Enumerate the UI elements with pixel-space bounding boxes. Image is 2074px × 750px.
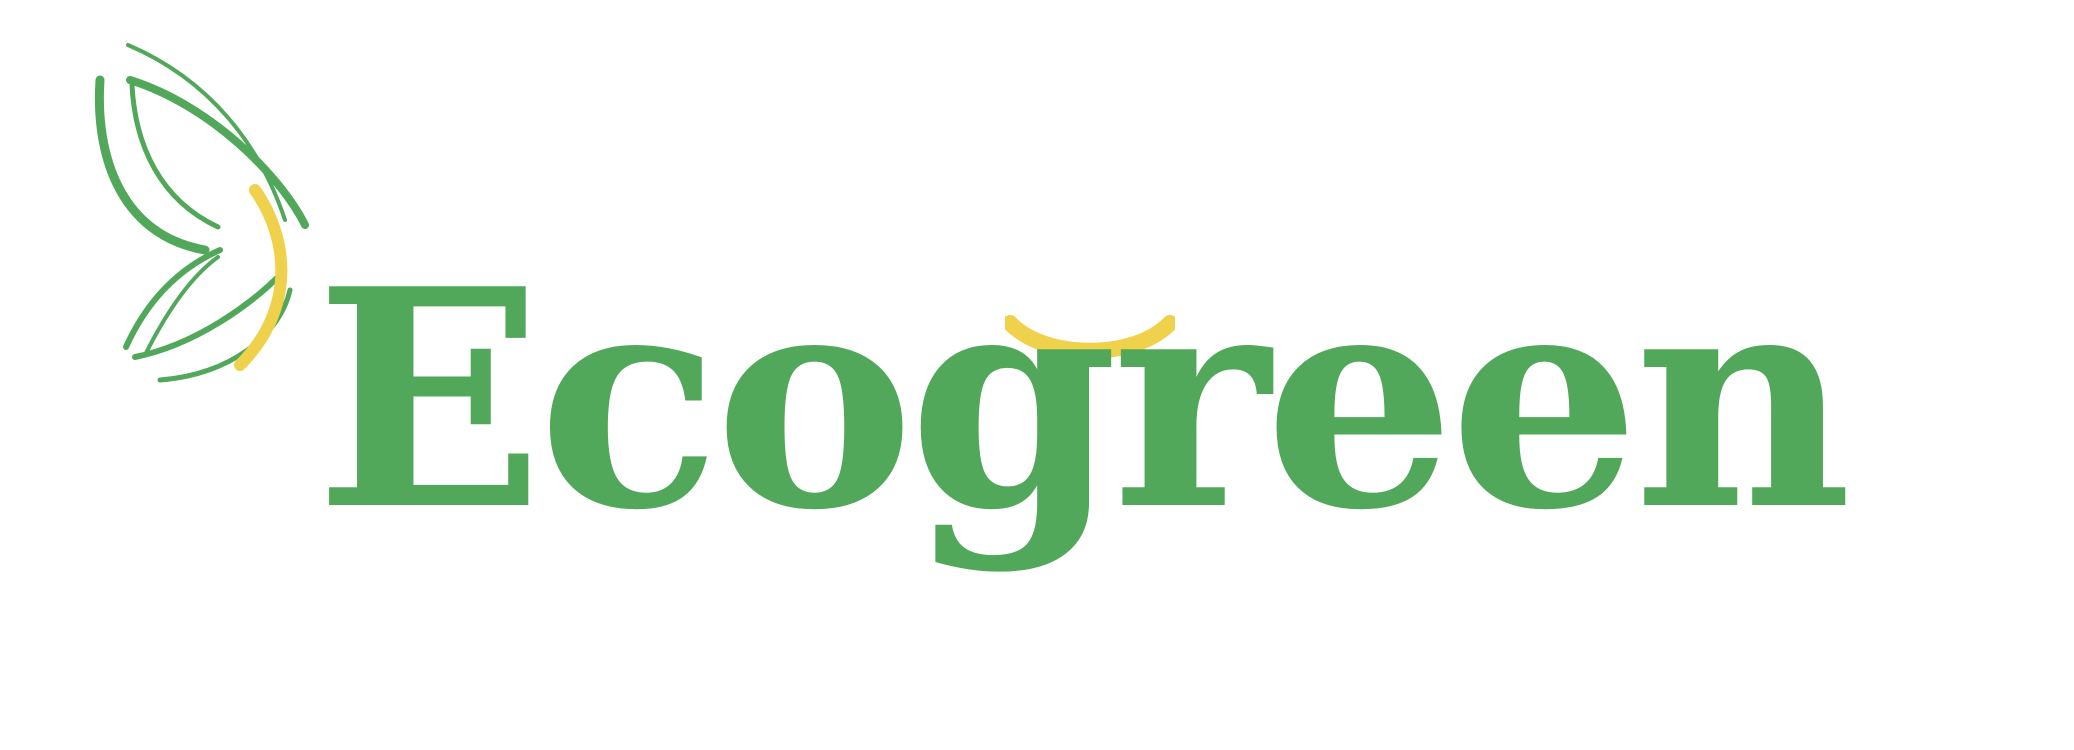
wordmark: Ecogreen xyxy=(315,250,2015,670)
smile-arc-icon xyxy=(1005,315,1175,359)
brand-name: Ecogreen xyxy=(315,223,1852,576)
leaf-butterfly-icon xyxy=(94,43,309,383)
